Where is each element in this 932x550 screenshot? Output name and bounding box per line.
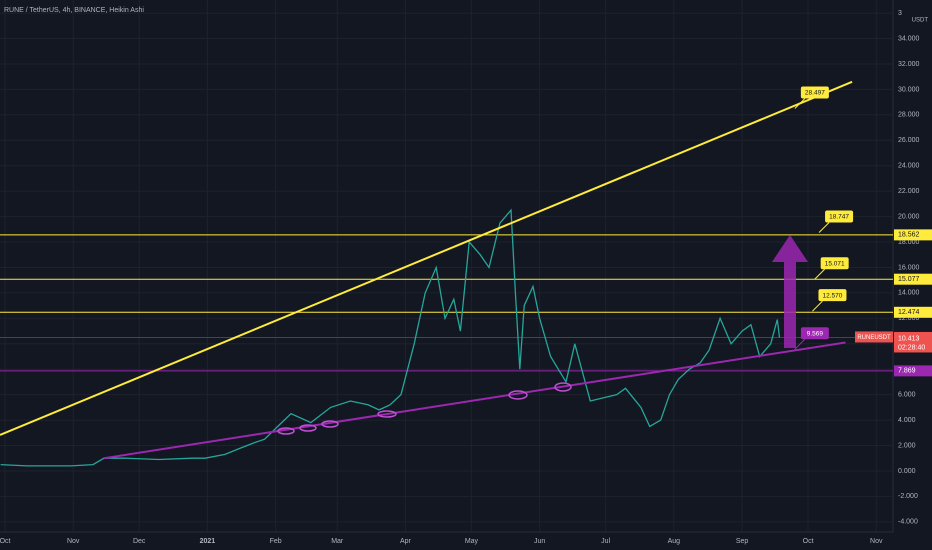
callouts: 28.497 18.747 15.071 12.570 9.569 xyxy=(794,86,854,350)
price-label: 10.413 xyxy=(898,335,920,342)
touch-markers xyxy=(277,382,572,435)
callout-label: 18.747 xyxy=(829,214,849,221)
symbol-tag-box xyxy=(855,331,893,343)
x-tick-label: Aug xyxy=(668,538,681,545)
callout-leader xyxy=(794,338,806,350)
price-label-box xyxy=(894,273,932,285)
y-tick-label: 24.000 xyxy=(898,163,920,170)
y-tick-label: 28.000 xyxy=(898,112,920,119)
touch-marker xyxy=(508,390,528,400)
callout-label: 12.570 xyxy=(823,292,843,299)
y-tick-label: 2.000 xyxy=(898,442,916,449)
x-tick-label: Nov xyxy=(67,538,80,545)
chart-title: RUNE / TetherUS, 4h, BINANCE, Heikin Ash… xyxy=(4,7,144,14)
y-tick-label: 0.000 xyxy=(898,468,916,475)
trendline xyxy=(103,341,846,460)
symbol-tag: RUNEUSDT xyxy=(857,335,891,341)
x-tick-label: Mar xyxy=(331,538,344,545)
callout-leader xyxy=(794,98,806,109)
y-tick-label: 22.000 xyxy=(898,188,920,195)
x-tick-label: Sep xyxy=(736,538,749,545)
y-tick-label: 32.000 xyxy=(898,61,920,68)
y-tick-label: -2.000 xyxy=(898,493,918,500)
callout-box xyxy=(818,289,847,302)
callout-label: 9.569 xyxy=(807,330,824,337)
x-tick-label: May xyxy=(465,538,479,545)
grid xyxy=(0,0,893,532)
touch-marker xyxy=(554,382,572,392)
target-arrow xyxy=(772,235,808,348)
y-tick-label: -4.000 xyxy=(898,519,918,526)
callout-leader xyxy=(812,300,823,312)
callout-box xyxy=(800,86,829,99)
callout-leader xyxy=(818,222,830,233)
y-tick-label: 34.000 xyxy=(898,35,920,42)
x-tick-label: Oct xyxy=(0,538,10,545)
callout-label: 28.497 xyxy=(805,90,825,97)
y-tick-label: 16.000 xyxy=(898,264,920,271)
x-tick-label: Dec xyxy=(133,538,146,545)
price-label-box xyxy=(894,365,932,377)
x-tick-label: Jul xyxy=(601,538,610,545)
callout-box xyxy=(825,210,854,223)
price xyxy=(0,208,781,467)
axis-unit: USDT xyxy=(912,18,929,24)
price-label: 12.474 xyxy=(898,309,920,316)
y-tick-label: 18.000 xyxy=(898,239,920,246)
touch-marker xyxy=(299,424,317,432)
callout-box xyxy=(800,327,829,340)
y-tick-label: 6.000 xyxy=(898,391,916,398)
price-label: 7.869 xyxy=(898,368,916,375)
y-tick-label: 4.000 xyxy=(898,417,916,424)
y-tick-label: 30.000 xyxy=(898,86,920,93)
x-tick-label: Oct xyxy=(803,538,814,545)
touch-marker xyxy=(321,420,339,428)
x-tick-label: Feb xyxy=(270,538,282,545)
callout-label: 15.071 xyxy=(825,260,845,267)
price-label: 18.562 xyxy=(898,232,920,239)
touch-marker xyxy=(277,427,295,435)
x-tick-label: Apr xyxy=(400,538,412,545)
callout-box xyxy=(820,257,849,270)
countdown-box xyxy=(894,342,932,353)
touch-marker xyxy=(377,410,397,418)
countdown: 02:28:40 xyxy=(898,344,925,351)
x-tick-label: Nov xyxy=(870,538,883,545)
y-tick-label: 26.000 xyxy=(898,137,920,144)
price-label: 15.077 xyxy=(898,276,920,283)
trendlines xyxy=(0,80,853,460)
callout-leader xyxy=(814,268,826,280)
y-tick-label: 20.000 xyxy=(898,213,920,220)
price-label-box xyxy=(894,306,932,318)
price-label-box xyxy=(894,333,932,345)
trendline xyxy=(0,80,853,436)
x-tick-label: Jun xyxy=(534,538,545,545)
x-tick-label: 2021 xyxy=(200,538,216,545)
price-line xyxy=(0,208,781,467)
y-tick-label: 3 xyxy=(898,10,902,17)
y-tick-label: 14.000 xyxy=(898,290,920,297)
axes: -4.000-2.0000.0002.0004.0006.0008.00010.… xyxy=(0,10,932,545)
levels xyxy=(0,234,893,372)
price-label-box xyxy=(894,229,932,241)
y-tick-label: 12.000 xyxy=(898,315,920,322)
